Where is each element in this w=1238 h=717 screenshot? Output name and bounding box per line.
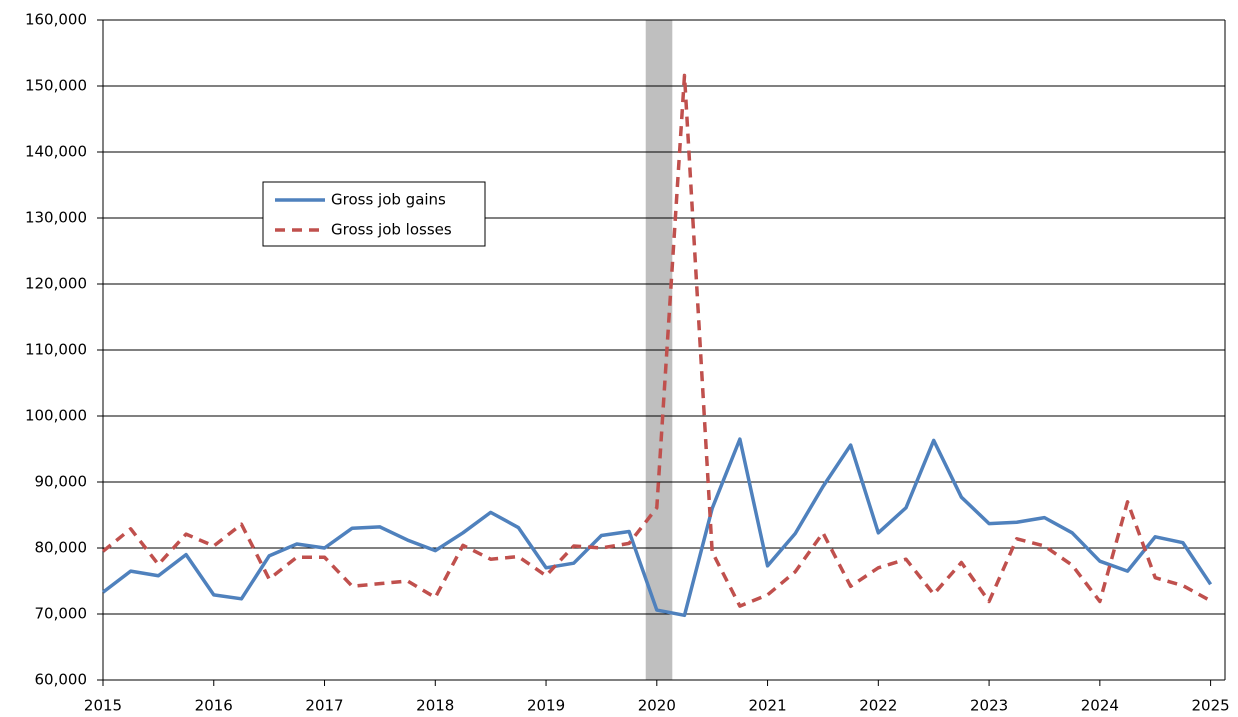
x-tick-label: 2016 bbox=[195, 697, 233, 715]
series-line bbox=[101, 73, 1212, 608]
y-tick-label: 60,000 bbox=[35, 671, 88, 689]
x-tick-label: 2022 bbox=[859, 697, 897, 715]
x-tick-label: 2015 bbox=[84, 697, 122, 715]
y-tick-label: 90,000 bbox=[35, 473, 88, 491]
x-tick-label: 2023 bbox=[970, 697, 1008, 715]
y-tick-label: 100,000 bbox=[25, 407, 87, 425]
y-tick-label: 70,000 bbox=[35, 605, 88, 623]
series-line bbox=[101, 437, 1213, 618]
y-tick-label: 80,000 bbox=[35, 539, 88, 557]
legend-label: Gross job gains bbox=[331, 191, 446, 209]
x-tick-label: 2024 bbox=[1081, 697, 1119, 715]
x-tick-label: 2025 bbox=[1192, 697, 1230, 715]
y-tick-label: 160,000 bbox=[25, 11, 87, 29]
y-tick-label: 140,000 bbox=[25, 143, 87, 161]
x-tick-label: 2018 bbox=[416, 697, 454, 715]
x-tick-label: 2021 bbox=[748, 697, 786, 715]
legend-label: Gross job losses bbox=[331, 221, 452, 239]
x-tick-label: 2017 bbox=[305, 697, 343, 715]
y-tick-label: 110,000 bbox=[25, 341, 87, 359]
x-tick-label: 2020 bbox=[638, 697, 676, 715]
y-tick-label: 130,000 bbox=[25, 209, 87, 227]
legend-box bbox=[262, 181, 486, 247]
y-tick-label: 150,000 bbox=[25, 77, 87, 95]
y-tick-label: 120,000 bbox=[25, 275, 87, 293]
x-tick-label: 2019 bbox=[527, 697, 565, 715]
